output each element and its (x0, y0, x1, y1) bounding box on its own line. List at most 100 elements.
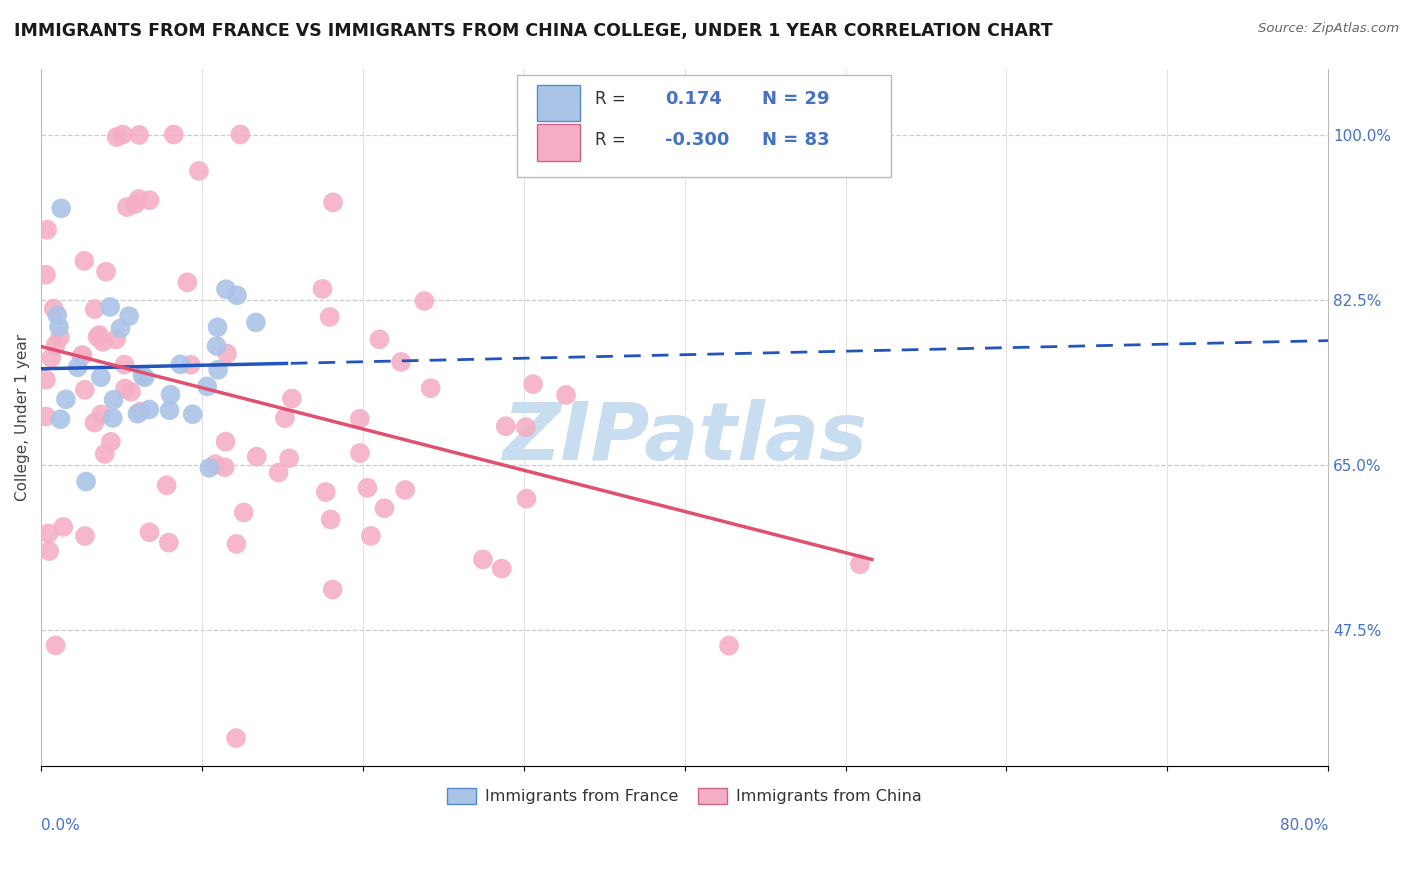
Point (52, 520, 75, 534)
Point (38, 544, 60, 558)
Point (215, 346, 238, 360)
Point (110, 321, 132, 335)
Point (114, 382, 136, 396)
Point (278, 451, 301, 466)
Point (42, 301, 65, 316)
Point (83, 416, 105, 430)
Point (48, 319, 70, 334)
Point (115, 200, 138, 214)
Point (90, 408, 112, 422)
Point (267, 466, 290, 480)
Text: N = 83: N = 83 (762, 131, 830, 149)
Point (105, 332, 128, 346)
Point (311, 282, 333, 296)
Point (389, 355, 412, 369)
Point (163, 128, 186, 142)
Point (274, 411, 297, 425)
Point (318, 310, 340, 324)
Point (35, 373, 58, 387)
Point (98, 300, 121, 314)
Point (120, 384, 142, 399)
FancyBboxPatch shape (537, 124, 581, 161)
Point (555, 388, 578, 402)
Point (245, 315, 267, 329)
Text: N = 29: N = 29 (762, 89, 830, 108)
Point (86, 330, 108, 344)
Point (131, 368, 153, 383)
Point (246, 450, 269, 464)
Point (73, 253, 96, 268)
Point (180, 358, 202, 372)
Point (83, 302, 105, 317)
Point (118, 309, 141, 323)
Point (322, 195, 344, 210)
Point (360, 529, 382, 543)
Point (214, 434, 236, 449)
Point (75, 475, 97, 489)
Point (315, 485, 337, 500)
Point (101, 411, 124, 425)
Point (111, 128, 134, 142)
Point (49, 412, 72, 426)
FancyBboxPatch shape (537, 85, 581, 120)
Point (49, 330, 72, 344)
Text: R =: R = (595, 89, 630, 108)
FancyBboxPatch shape (517, 76, 890, 177)
Point (51, 202, 73, 216)
Point (225, 537, 247, 551)
Text: R =: R = (595, 131, 630, 149)
Point (45, 638, 67, 652)
Point (39, 351, 62, 365)
Point (138, 193, 160, 207)
Point (55, 392, 77, 407)
Point (356, 481, 378, 495)
Text: 0.0%: 0.0% (41, 818, 80, 833)
Point (159, 403, 181, 417)
Point (157, 535, 180, 549)
Y-axis label: College, Under 1 year: College, Under 1 year (15, 334, 30, 501)
Legend: Immigrants from France, Immigrants from China: Immigrants from France, Immigrants from … (440, 781, 928, 811)
Point (73, 529, 96, 543)
Point (226, 288, 249, 302)
Point (207, 320, 229, 334)
Point (176, 276, 198, 290)
Point (124, 197, 146, 211)
Text: Source: ZipAtlas.com: Source: ZipAtlas.com (1258, 22, 1399, 36)
Point (198, 461, 221, 475)
Point (214, 460, 236, 475)
Point (127, 407, 149, 421)
Point (134, 370, 156, 384)
Point (94, 265, 117, 279)
Point (44, 338, 66, 352)
Point (495, 419, 517, 434)
Point (91, 334, 114, 349)
Point (37, 526, 59, 541)
Point (207, 363, 229, 377)
Point (73, 383, 96, 397)
Point (72, 348, 94, 362)
Point (319, 512, 342, 526)
Point (349, 411, 371, 425)
Point (515, 491, 537, 506)
Point (368, 332, 391, 346)
Point (169, 357, 191, 371)
Point (419, 381, 441, 395)
Point (89, 328, 111, 343)
Point (394, 483, 416, 497)
Point (100, 434, 122, 449)
Point (322, 582, 344, 597)
Text: 0.174: 0.174 (665, 89, 723, 108)
Point (188, 164, 211, 178)
Point (491, 561, 513, 575)
Point (138, 402, 160, 417)
Point (373, 501, 395, 516)
Point (471, 552, 494, 566)
Point (205, 339, 228, 353)
Point (35, 268, 58, 282)
Text: 80.0%: 80.0% (1279, 818, 1329, 833)
Point (215, 282, 238, 296)
Point (105, 130, 128, 145)
Point (93, 447, 115, 461)
Text: -0.300: -0.300 (665, 131, 730, 149)
Point (70, 349, 93, 363)
